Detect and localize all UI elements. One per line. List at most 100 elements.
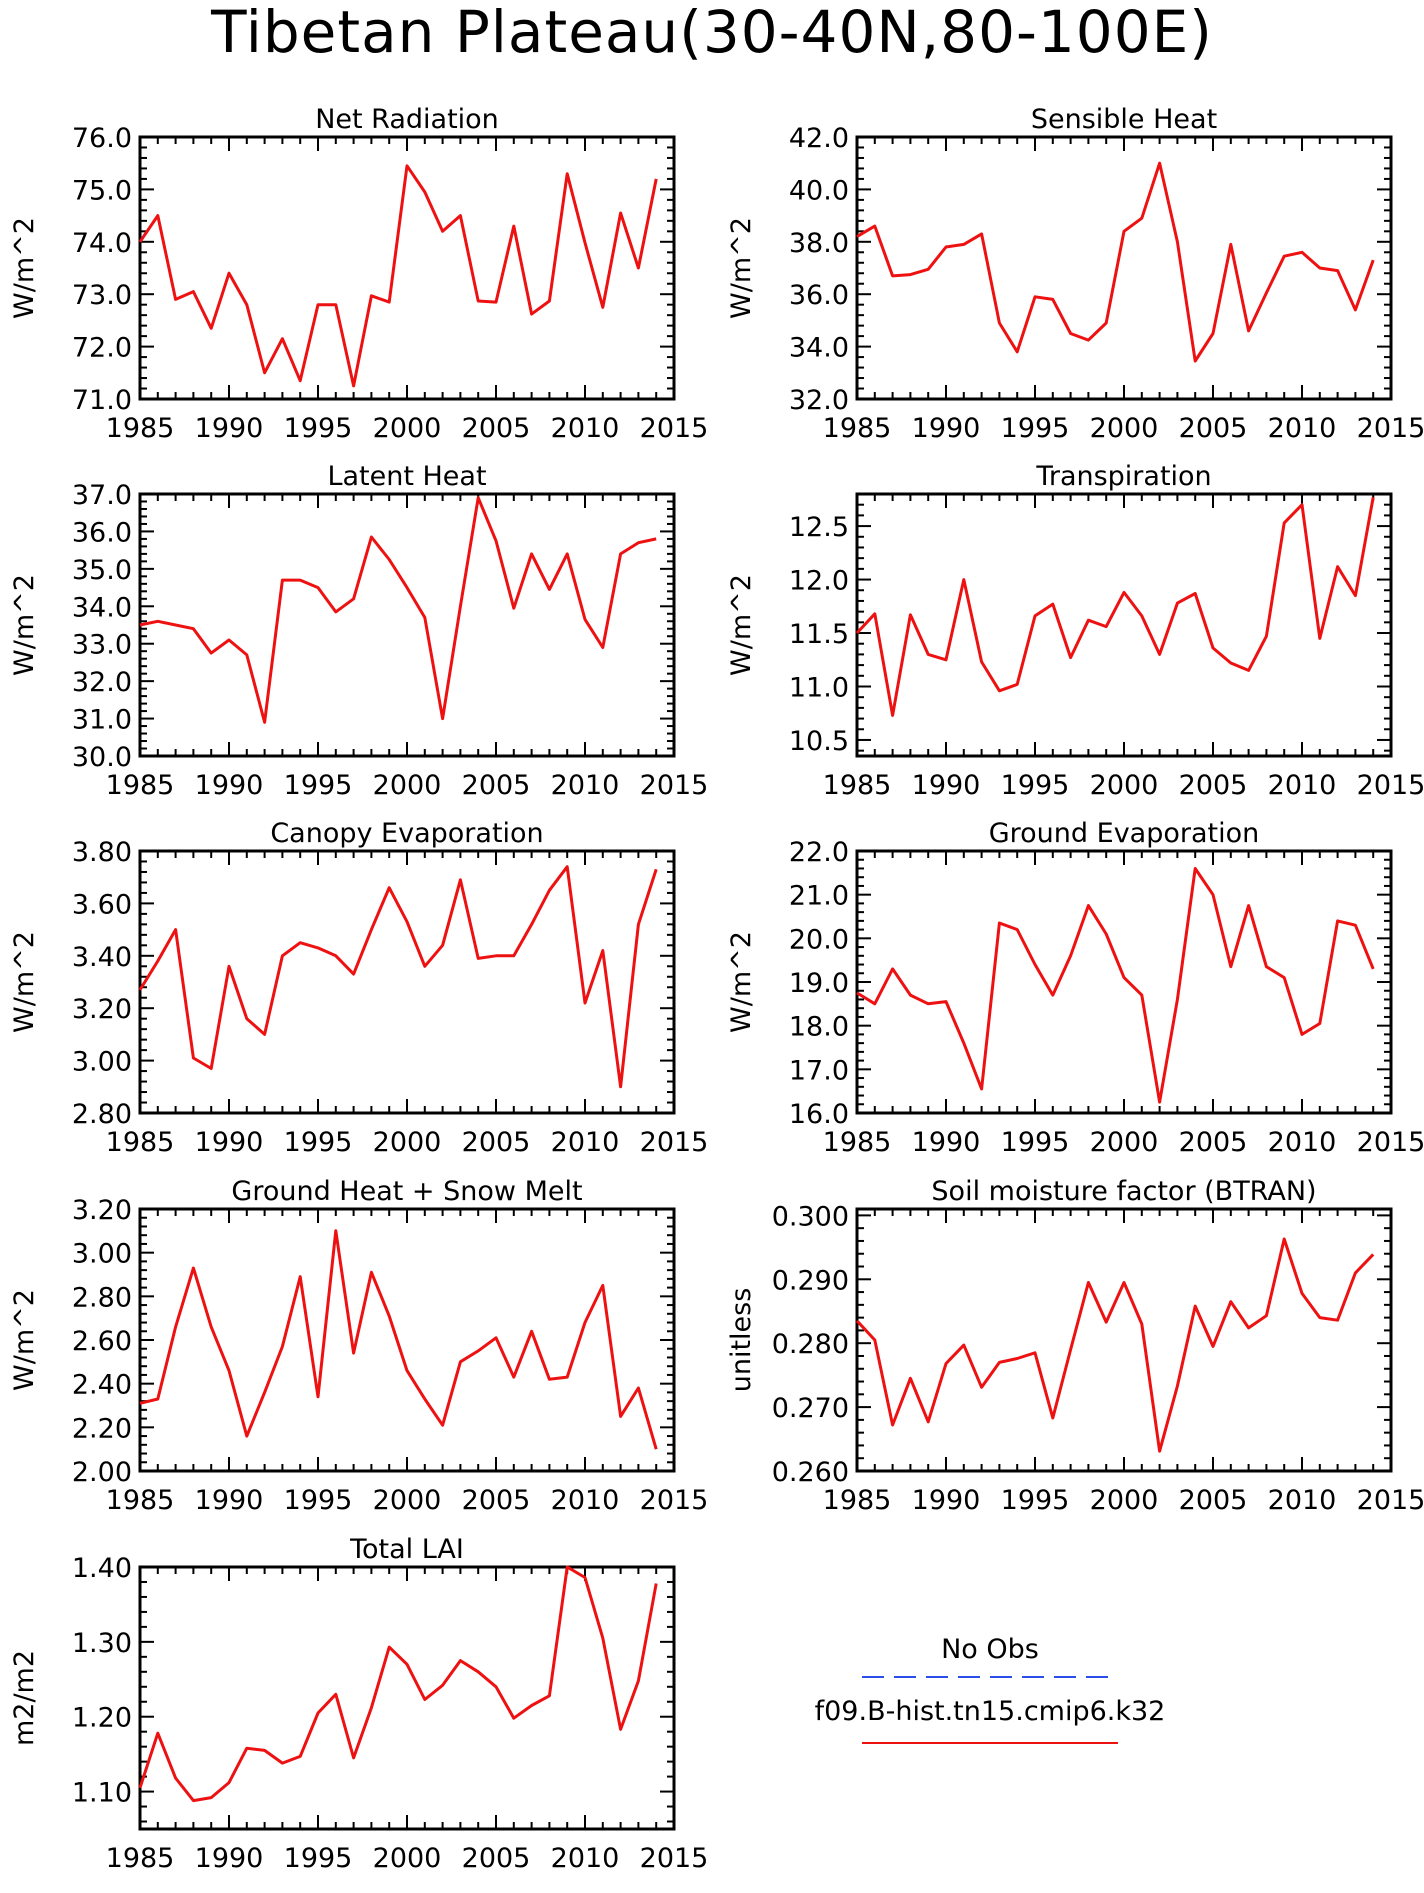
panel-latent-heat: Latent Heat 1985 1990 1995 2000 2005 2010 2015 3…: [9, 461, 708, 801]
x-tick-label: 1995: [1001, 770, 1070, 801]
legend-label-no-obs: No Obs: [941, 1634, 1039, 1665]
plot-frame: [855, 1207, 1393, 1473]
x-tick-label: 2000: [373, 770, 442, 801]
panel-canopy-evaporation: Canopy Evaporation 1985 1990 1995 2000 2005 20…: [9, 818, 708, 1158]
y-tick-label: 18.0: [789, 1012, 849, 1043]
plot-frame: [855, 135, 1393, 401]
y-tick-label: 35.0: [72, 555, 132, 586]
y-tick-label: 40.0: [789, 175, 849, 206]
y-tick-label: 20.0: [789, 924, 849, 955]
y-axis-label: unitless: [726, 1288, 757, 1393]
x-tick-label: 1995: [284, 1843, 353, 1874]
x-tick-label: 1985: [106, 1843, 175, 1874]
series-line-transpiration: [855, 496, 1375, 717]
x-tick-label: 1995: [284, 413, 353, 444]
y-tick-label: 2.20: [72, 1413, 132, 1444]
panel-title: Ground Heat + Snow Melt: [231, 1176, 582, 1207]
x-tick-label: 2010: [1268, 1485, 1337, 1516]
series-line-canopy-evaporation: [138, 865, 658, 1089]
y-tick-label: 0.270: [772, 1393, 849, 1424]
y-tick-label: 12.0: [789, 566, 849, 597]
x-tick-label: 2015: [1357, 413, 1424, 444]
panel-total-lai: Total LAI 1985 1990 1995 2000 2005 2010 2015 1.1…: [9, 1534, 708, 1874]
x-tick-label: 2010: [551, 1127, 620, 1158]
y-axis-label: W/m^2: [9, 931, 40, 1033]
x-tick-label: 2010: [551, 413, 620, 444]
y-tick-label: 3.40: [72, 942, 132, 973]
y-tick-label: 2.80: [72, 1099, 132, 1130]
y-tick-label: 11.5: [789, 619, 849, 650]
plot-frame: [855, 849, 1393, 1115]
y-tick-label: 22.0: [789, 837, 849, 868]
x-tick-label: 1990: [195, 770, 264, 801]
y-tick-label: 30.0: [72, 742, 132, 773]
x-tick-label: 2010: [1268, 1127, 1337, 1158]
panel-net-radiation: Net Radiation 1985 1990 1995 2000 2005 2010 201…: [9, 104, 708, 444]
y-axis-label: W/m^2: [726, 931, 757, 1033]
y-tick-label: 38.0: [789, 228, 849, 259]
y-tick-label: 3.60: [72, 889, 132, 920]
x-tick-label: 2015: [640, 1485, 709, 1516]
y-tick-label: 2.00: [72, 1457, 132, 1488]
y-tick-label: 12.5: [789, 512, 849, 543]
y-axis-label: W/m^2: [9, 1289, 40, 1391]
y-tick-label: 0.290: [772, 1265, 849, 1296]
x-tick-label: 2015: [1357, 770, 1424, 801]
series-line-ground-evaporation: [856, 867, 1375, 1104]
x-tick-label: 2005: [1179, 1127, 1248, 1158]
panel-title: Canopy Evaporation: [270, 818, 543, 849]
x-tick-label: 2005: [462, 1127, 531, 1158]
y-tick-label: 0.300: [772, 1201, 849, 1232]
y-tick-label: 1.40: [72, 1553, 132, 1584]
y-tick-label: 3.80: [72, 837, 132, 868]
y-tick-label: 73.0: [72, 280, 132, 311]
x-tick-label: 1990: [195, 1843, 264, 1874]
legend: No Obs f09.B-hist.tn15.cmip6.k32: [815, 1634, 1165, 1744]
x-tick-label: 2015: [640, 770, 709, 801]
y-tick-label: 32.0: [789, 385, 849, 416]
x-tick-label: 1985: [106, 1127, 175, 1158]
x-tick-label: 1990: [912, 770, 981, 801]
x-tick-label: 1985: [823, 770, 892, 801]
plot-frame: [138, 849, 676, 1115]
panel-title: Soil moisture factor (BTRAN): [931, 1176, 1316, 1207]
y-tick-label: 76.0: [72, 123, 132, 154]
x-tick-label: 1995: [1001, 413, 1070, 444]
y-tick-label: 3.00: [72, 1239, 132, 1270]
y-tick-label: 2.80: [72, 1282, 132, 1313]
x-tick-label: 2000: [1090, 413, 1159, 444]
y-tick-label: 37.0: [72, 480, 132, 511]
x-tick-label: 1985: [823, 1485, 892, 1516]
plot-frame: [138, 1207, 676, 1473]
y-tick-label: 36.0: [789, 280, 849, 311]
x-tick-label: 1995: [284, 1127, 353, 1158]
y-tick-label: 19.0: [789, 968, 849, 999]
x-tick-label: 2015: [1357, 1127, 1424, 1158]
x-tick-label: 1990: [195, 1127, 264, 1158]
series-line-soil-moisture-factor-btran: [855, 1237, 1375, 1453]
y-tick-label: 34.0: [789, 333, 849, 364]
y-tick-label: 42.0: [789, 123, 849, 154]
x-tick-label: 2015: [640, 1127, 709, 1158]
series-line-net-radiation: [138, 164, 658, 388]
series-line-sensible-heat: [856, 161, 1375, 363]
x-tick-label: 2000: [373, 1485, 442, 1516]
y-tick-label: 17.0: [789, 1055, 849, 1086]
x-tick-label: 1995: [1001, 1485, 1070, 1516]
y-axis-label: m2/m2: [9, 1650, 40, 1746]
y-tick-label: 1.30: [72, 1628, 132, 1659]
x-tick-label: 1990: [912, 1485, 981, 1516]
x-tick-label: 2000: [1090, 1485, 1159, 1516]
y-axis-label: W/m^2: [726, 574, 757, 676]
panels: Net Radiation 1985 1990 1995 2000 2005 2010 201…: [9, 104, 1424, 1874]
panel-ground-heat-snow-melt: Ground Heat + Snow Melt 1985 1990 1995 2000 2…: [9, 1176, 708, 1516]
x-tick-label: 2000: [373, 1843, 442, 1874]
x-tick-label: 2000: [373, 413, 442, 444]
x-tick-label: 2000: [373, 1127, 442, 1158]
series-line-total-lai: [138, 1565, 658, 1803]
y-tick-label: 34.0: [72, 592, 132, 623]
series-line-latent-heat: [139, 496, 657, 724]
y-tick-label: 3.00: [72, 1047, 132, 1078]
y-tick-label: 2.40: [72, 1370, 132, 1401]
